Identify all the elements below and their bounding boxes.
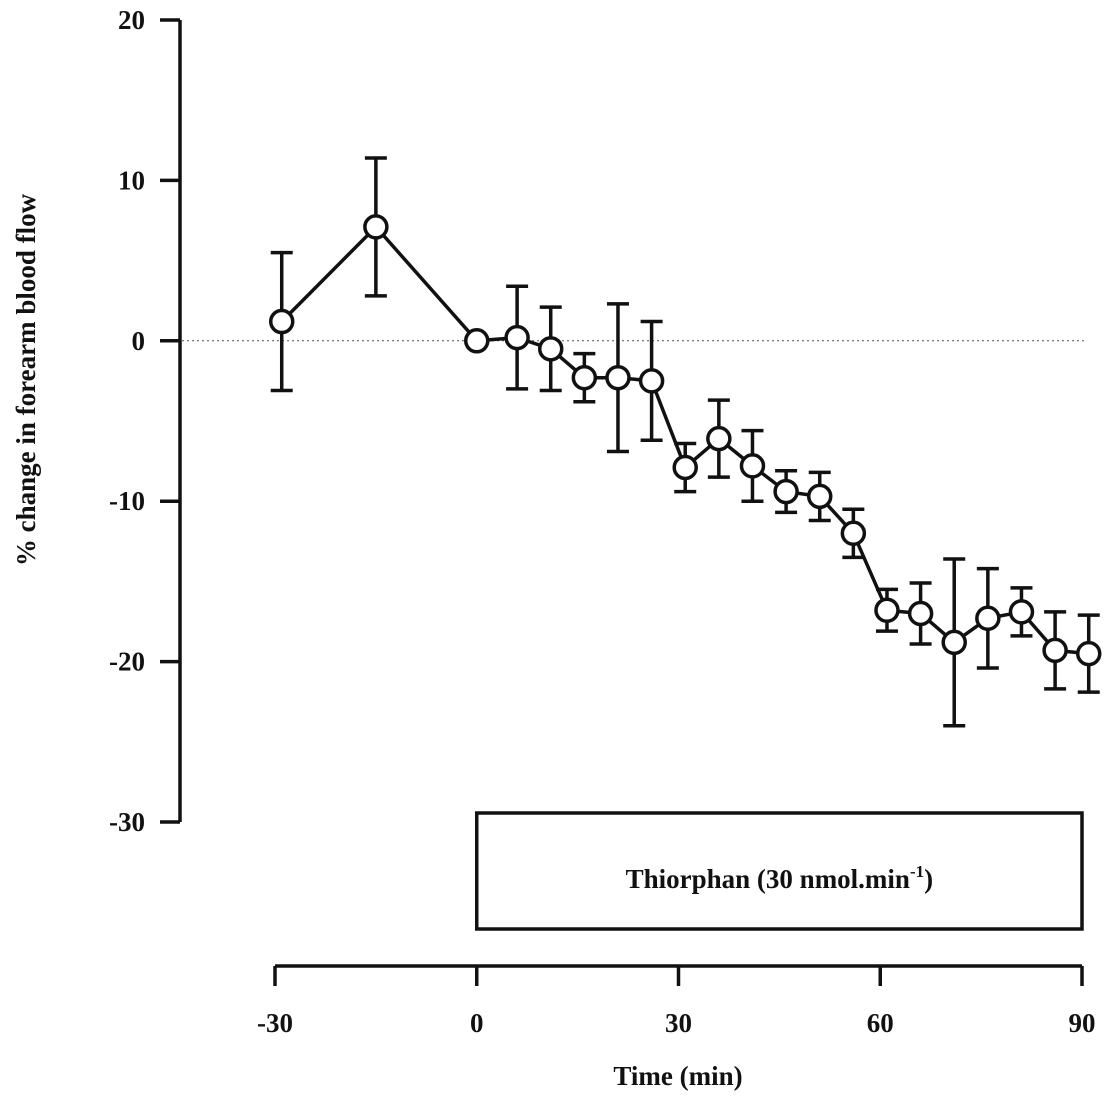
x-tick-label: 30 (665, 1008, 692, 1038)
data-point (874, 597, 900, 624)
data-point (537, 336, 564, 362)
treatment-box: Thiorphan (30 nmol.min-1) (475, 811, 1084, 931)
x-axis: -30 0 30 60 90 (257, 964, 1096, 1038)
series-line (280, 224, 1089, 656)
data-point (975, 605, 1001, 632)
data-point (739, 453, 766, 479)
y-tick-label: 0 (132, 326, 146, 356)
treatment-label: Thiorphan (30 nmol.min-1) (626, 862, 934, 894)
y-tick-label: -10 (109, 486, 145, 516)
data-point (706, 425, 732, 452)
treatment-label-superscript: -1 (910, 862, 924, 881)
y-axis-label: % change in forearm blood flow (11, 193, 41, 566)
y-tick-label: -30 (109, 807, 145, 837)
x-tick-label: 0 (470, 1008, 484, 1038)
y-tick-label: 10 (118, 165, 145, 195)
treatment-label-main: Thiorphan (30 nmol.min (626, 864, 910, 894)
data-point (1075, 640, 1102, 667)
treatment-label-close: ) (924, 864, 933, 894)
data-point (464, 328, 490, 354)
data-point (941, 629, 967, 656)
y-axis: 20 10 0 -10 -20 -30 (109, 5, 182, 837)
data-point (840, 520, 867, 547)
y-ticks: 20 10 0 -10 -20 -30 (109, 5, 180, 837)
data-point (571, 364, 598, 391)
series-1 (268, 156, 1102, 728)
data-point (1042, 637, 1068, 664)
x-axis-label: Time (min) (613, 1061, 742, 1091)
data-point (806, 483, 833, 510)
x-tick-label: -30 (257, 1008, 293, 1038)
data-point (363, 214, 389, 240)
y-tick-label: 20 (118, 5, 145, 35)
data-point (672, 454, 698, 481)
data-point (1008, 599, 1035, 625)
y-tick-label: -20 (109, 647, 145, 677)
data-point (605, 364, 631, 391)
data-point (638, 368, 665, 394)
x-tick-label: 60 (867, 1008, 894, 1038)
data-point (773, 478, 799, 505)
data-point (504, 324, 530, 351)
x-ticks: -30 0 30 60 90 (257, 966, 1096, 1038)
data-point (907, 600, 934, 627)
data-point (268, 308, 295, 335)
x-tick-label: 90 (1069, 1008, 1096, 1038)
